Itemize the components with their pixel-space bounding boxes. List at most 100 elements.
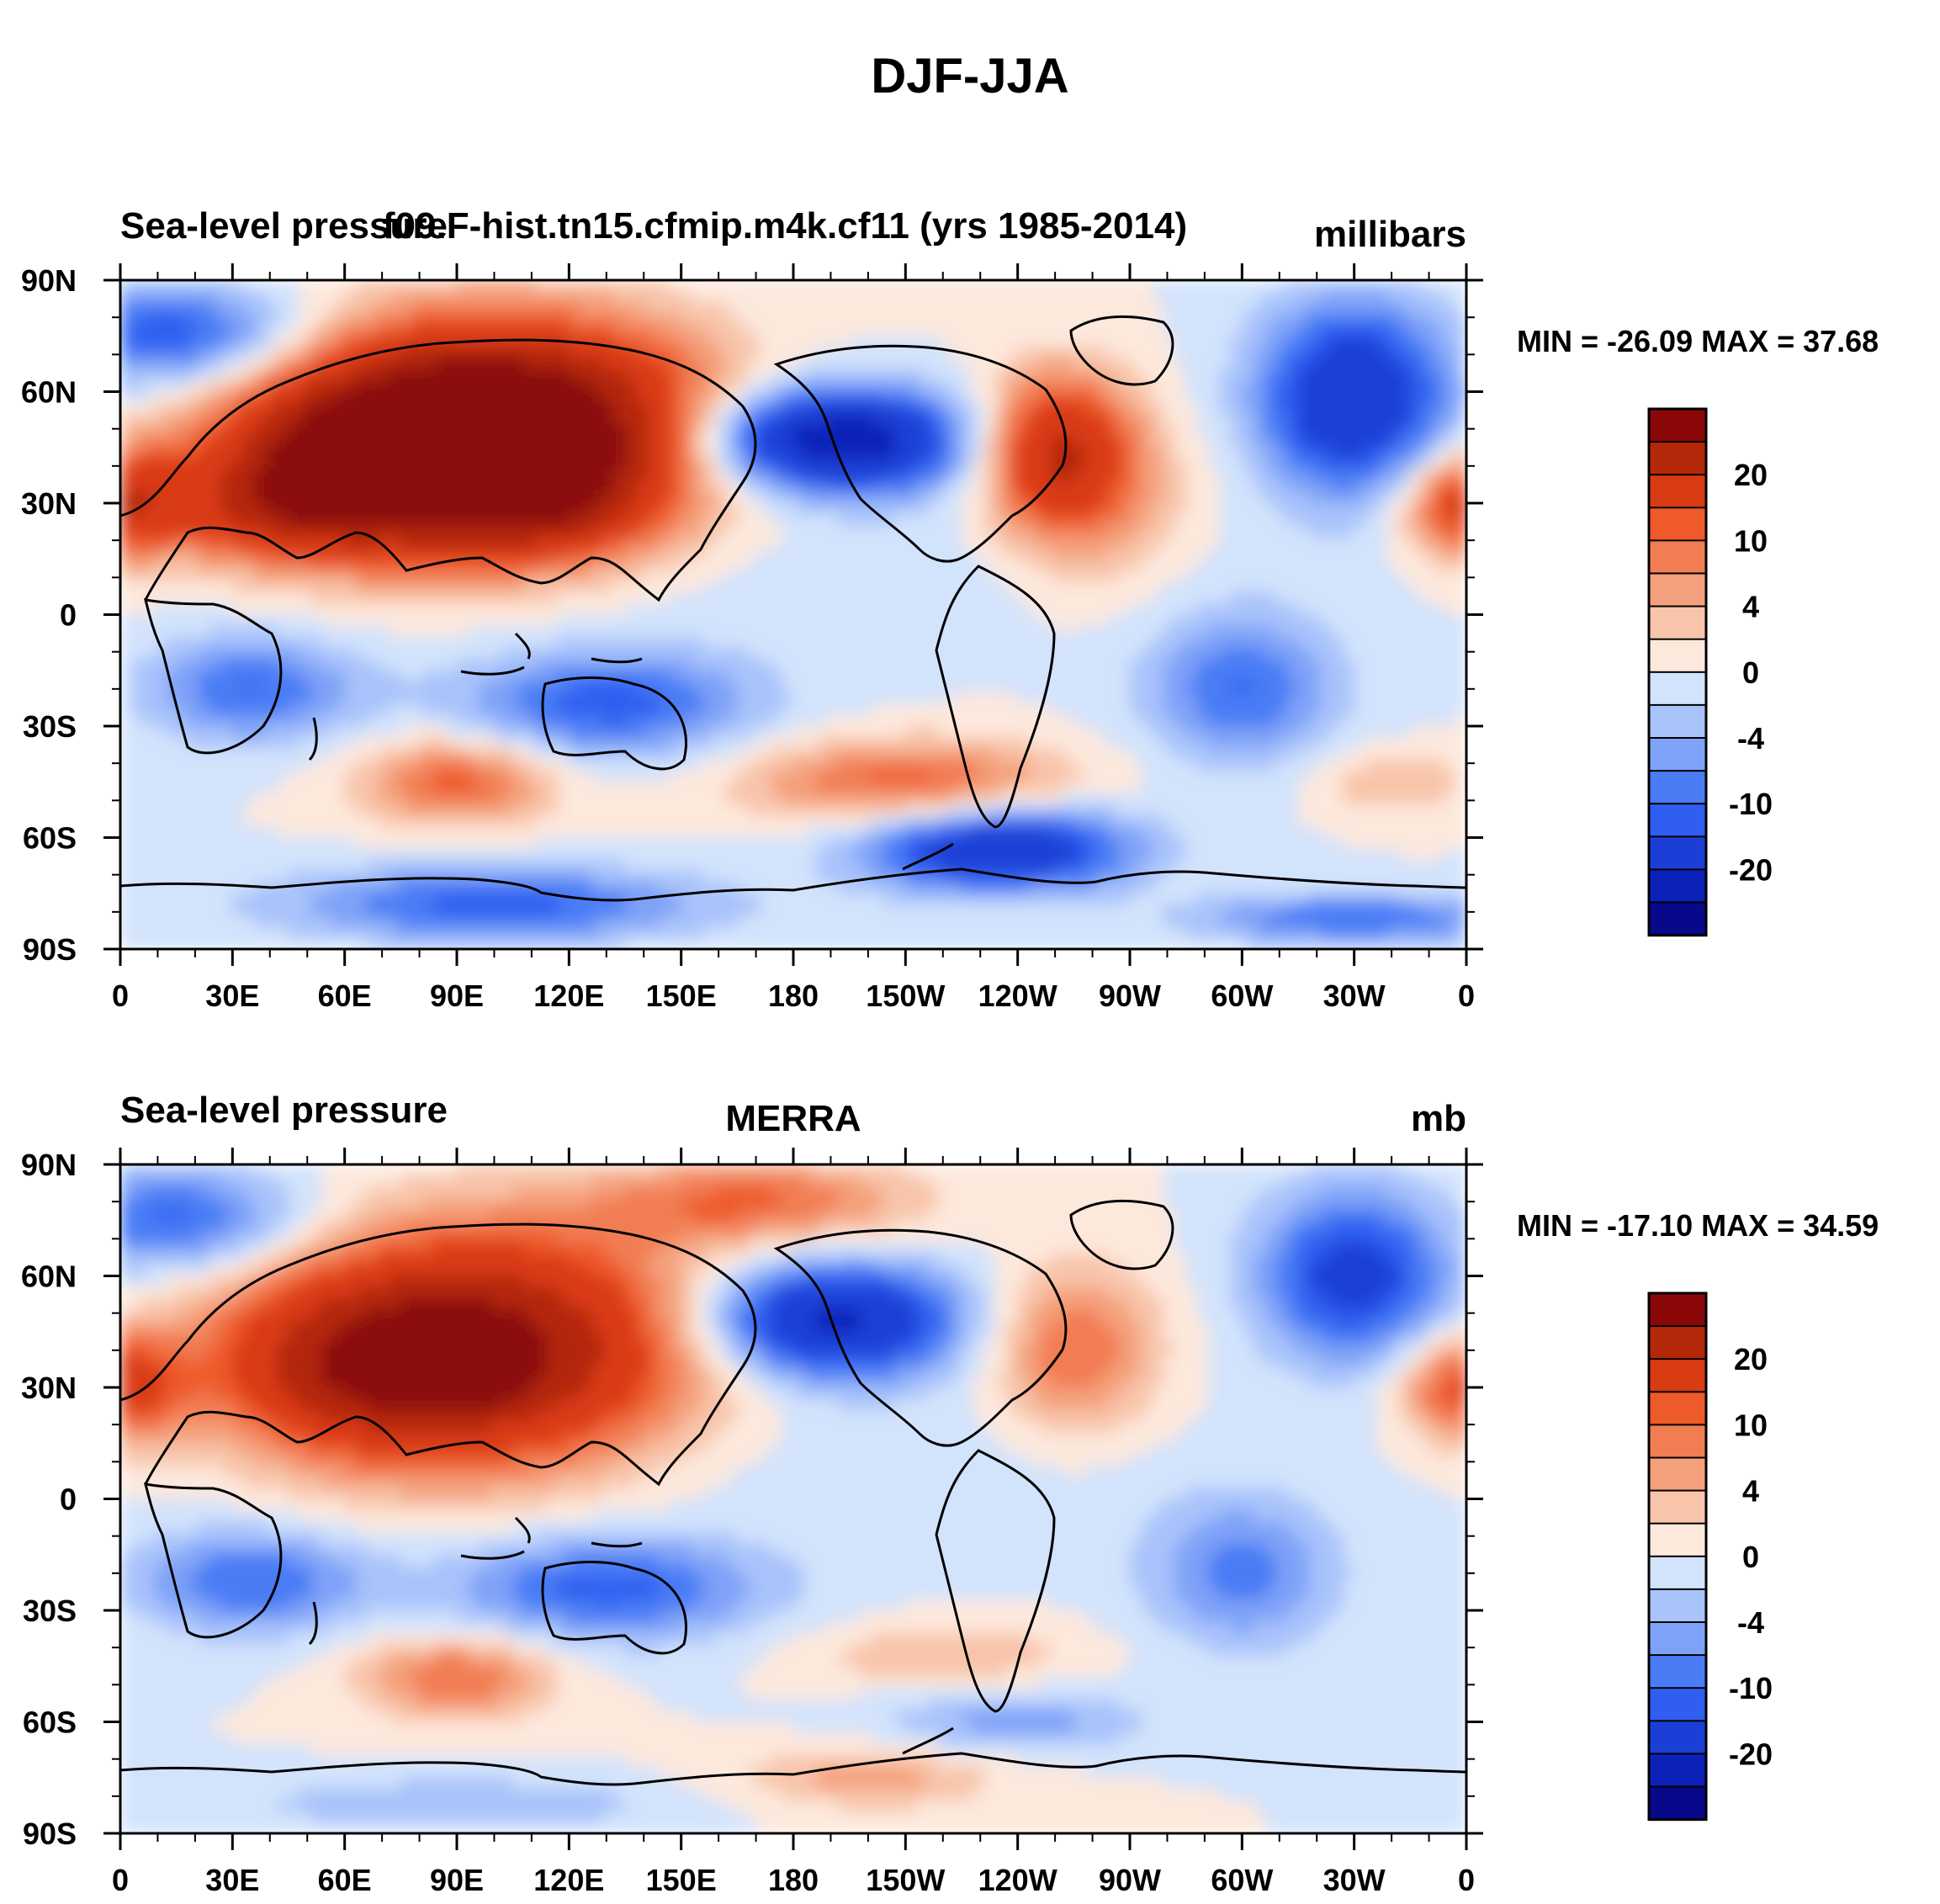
field-cell — [400, 592, 413, 604]
field-cell — [861, 480, 872, 493]
field-cell — [1286, 380, 1299, 393]
field-cell — [983, 559, 996, 571]
field-cell — [771, 469, 783, 482]
field-cell — [1433, 659, 1444, 671]
field-cell — [939, 659, 951, 671]
field-cell — [232, 459, 245, 470]
field-cell — [1084, 670, 1097, 682]
field-cell — [490, 592, 502, 604]
field-cell — [1152, 358, 1164, 370]
field-cell — [1231, 336, 1243, 348]
field-cell — [188, 302, 199, 315]
field-cell — [827, 603, 839, 616]
field-cell — [580, 637, 592, 649]
field-cell — [1017, 358, 1030, 370]
field-cell — [916, 414, 929, 426]
field-cell — [344, 548, 357, 560]
field-cell — [1051, 726, 1063, 738]
field-cell — [1231, 548, 1243, 560]
field-cell — [1444, 414, 1456, 426]
field-cell — [199, 447, 211, 459]
field-cell — [209, 325, 222, 337]
field-cell — [512, 280, 525, 292]
field-cell — [1410, 614, 1423, 627]
field-cell — [1433, 313, 1444, 326]
field-cell — [714, 570, 727, 582]
field-cell — [1376, 682, 1389, 693]
field-cell — [625, 503, 637, 515]
field-cell — [714, 358, 727, 370]
field-cell — [613, 414, 626, 426]
field-cell — [703, 469, 716, 482]
field-cell — [861, 325, 872, 337]
field-cell — [1073, 692, 1086, 705]
field-cell — [939, 436, 951, 448]
field-cell — [1118, 659, 1131, 671]
field-cell — [1231, 637, 1243, 649]
field-cell — [1051, 670, 1063, 682]
field-cell — [1174, 291, 1187, 304]
field-cell — [681, 648, 693, 660]
field-cell — [1006, 670, 1019, 682]
field-cell — [120, 592, 132, 604]
field-cell — [1332, 603, 1344, 616]
field-cell — [591, 603, 603, 616]
field-cell — [1410, 548, 1423, 560]
field-cell — [1410, 648, 1423, 660]
field-cell — [243, 570, 256, 582]
field-cell — [1421, 648, 1434, 660]
field-cell — [390, 436, 401, 448]
field-cell — [580, 280, 592, 292]
field-cell — [434, 447, 447, 459]
field-cell — [1029, 402, 1041, 415]
field-cell — [1107, 447, 1120, 459]
field-cell — [703, 637, 716, 649]
field-cell — [367, 659, 379, 671]
field-cell — [602, 491, 615, 504]
field-cell — [827, 559, 839, 571]
field-cell — [1219, 380, 1232, 393]
field-cell — [602, 325, 615, 337]
field-cell — [333, 491, 346, 504]
field-cell — [434, 380, 447, 393]
field-cell — [1174, 548, 1187, 560]
field-cell — [1298, 592, 1310, 604]
field-cell — [512, 536, 525, 549]
field-cell — [692, 402, 704, 415]
field-cell — [289, 714, 300, 727]
field-cell — [255, 302, 267, 315]
field-cell — [1174, 358, 1187, 370]
field-cell — [165, 459, 178, 470]
field-cell — [512, 480, 525, 493]
field-cell — [1152, 514, 1164, 527]
field-cell — [602, 425, 615, 438]
field-cell — [872, 447, 884, 459]
field-cell — [299, 313, 312, 326]
field-cell — [131, 358, 144, 370]
field-cell — [367, 358, 379, 370]
field-cell — [243, 637, 256, 649]
field-cell — [692, 659, 704, 671]
field-cell — [962, 491, 973, 504]
field-cell — [916, 525, 929, 538]
field-cell — [838, 525, 851, 538]
field-cell — [1185, 425, 1198, 438]
field-cell — [356, 581, 368, 593]
field-cell — [1073, 703, 1086, 716]
field-cell — [501, 726, 514, 738]
field-cell — [310, 459, 323, 470]
field-cell — [479, 659, 491, 671]
field-cell — [524, 548, 536, 560]
field-cell — [1421, 480, 1434, 493]
field-cell — [1433, 637, 1444, 649]
field-cell — [1130, 559, 1142, 571]
field-cell — [692, 703, 704, 716]
field-cell — [1421, 414, 1434, 426]
field-cell — [535, 737, 548, 750]
field-cell — [266, 436, 278, 448]
field-cell — [367, 726, 379, 738]
field-cell — [1063, 358, 1074, 370]
field-cell — [591, 581, 603, 593]
field-cell — [479, 391, 491, 404]
field-cell — [142, 425, 155, 438]
